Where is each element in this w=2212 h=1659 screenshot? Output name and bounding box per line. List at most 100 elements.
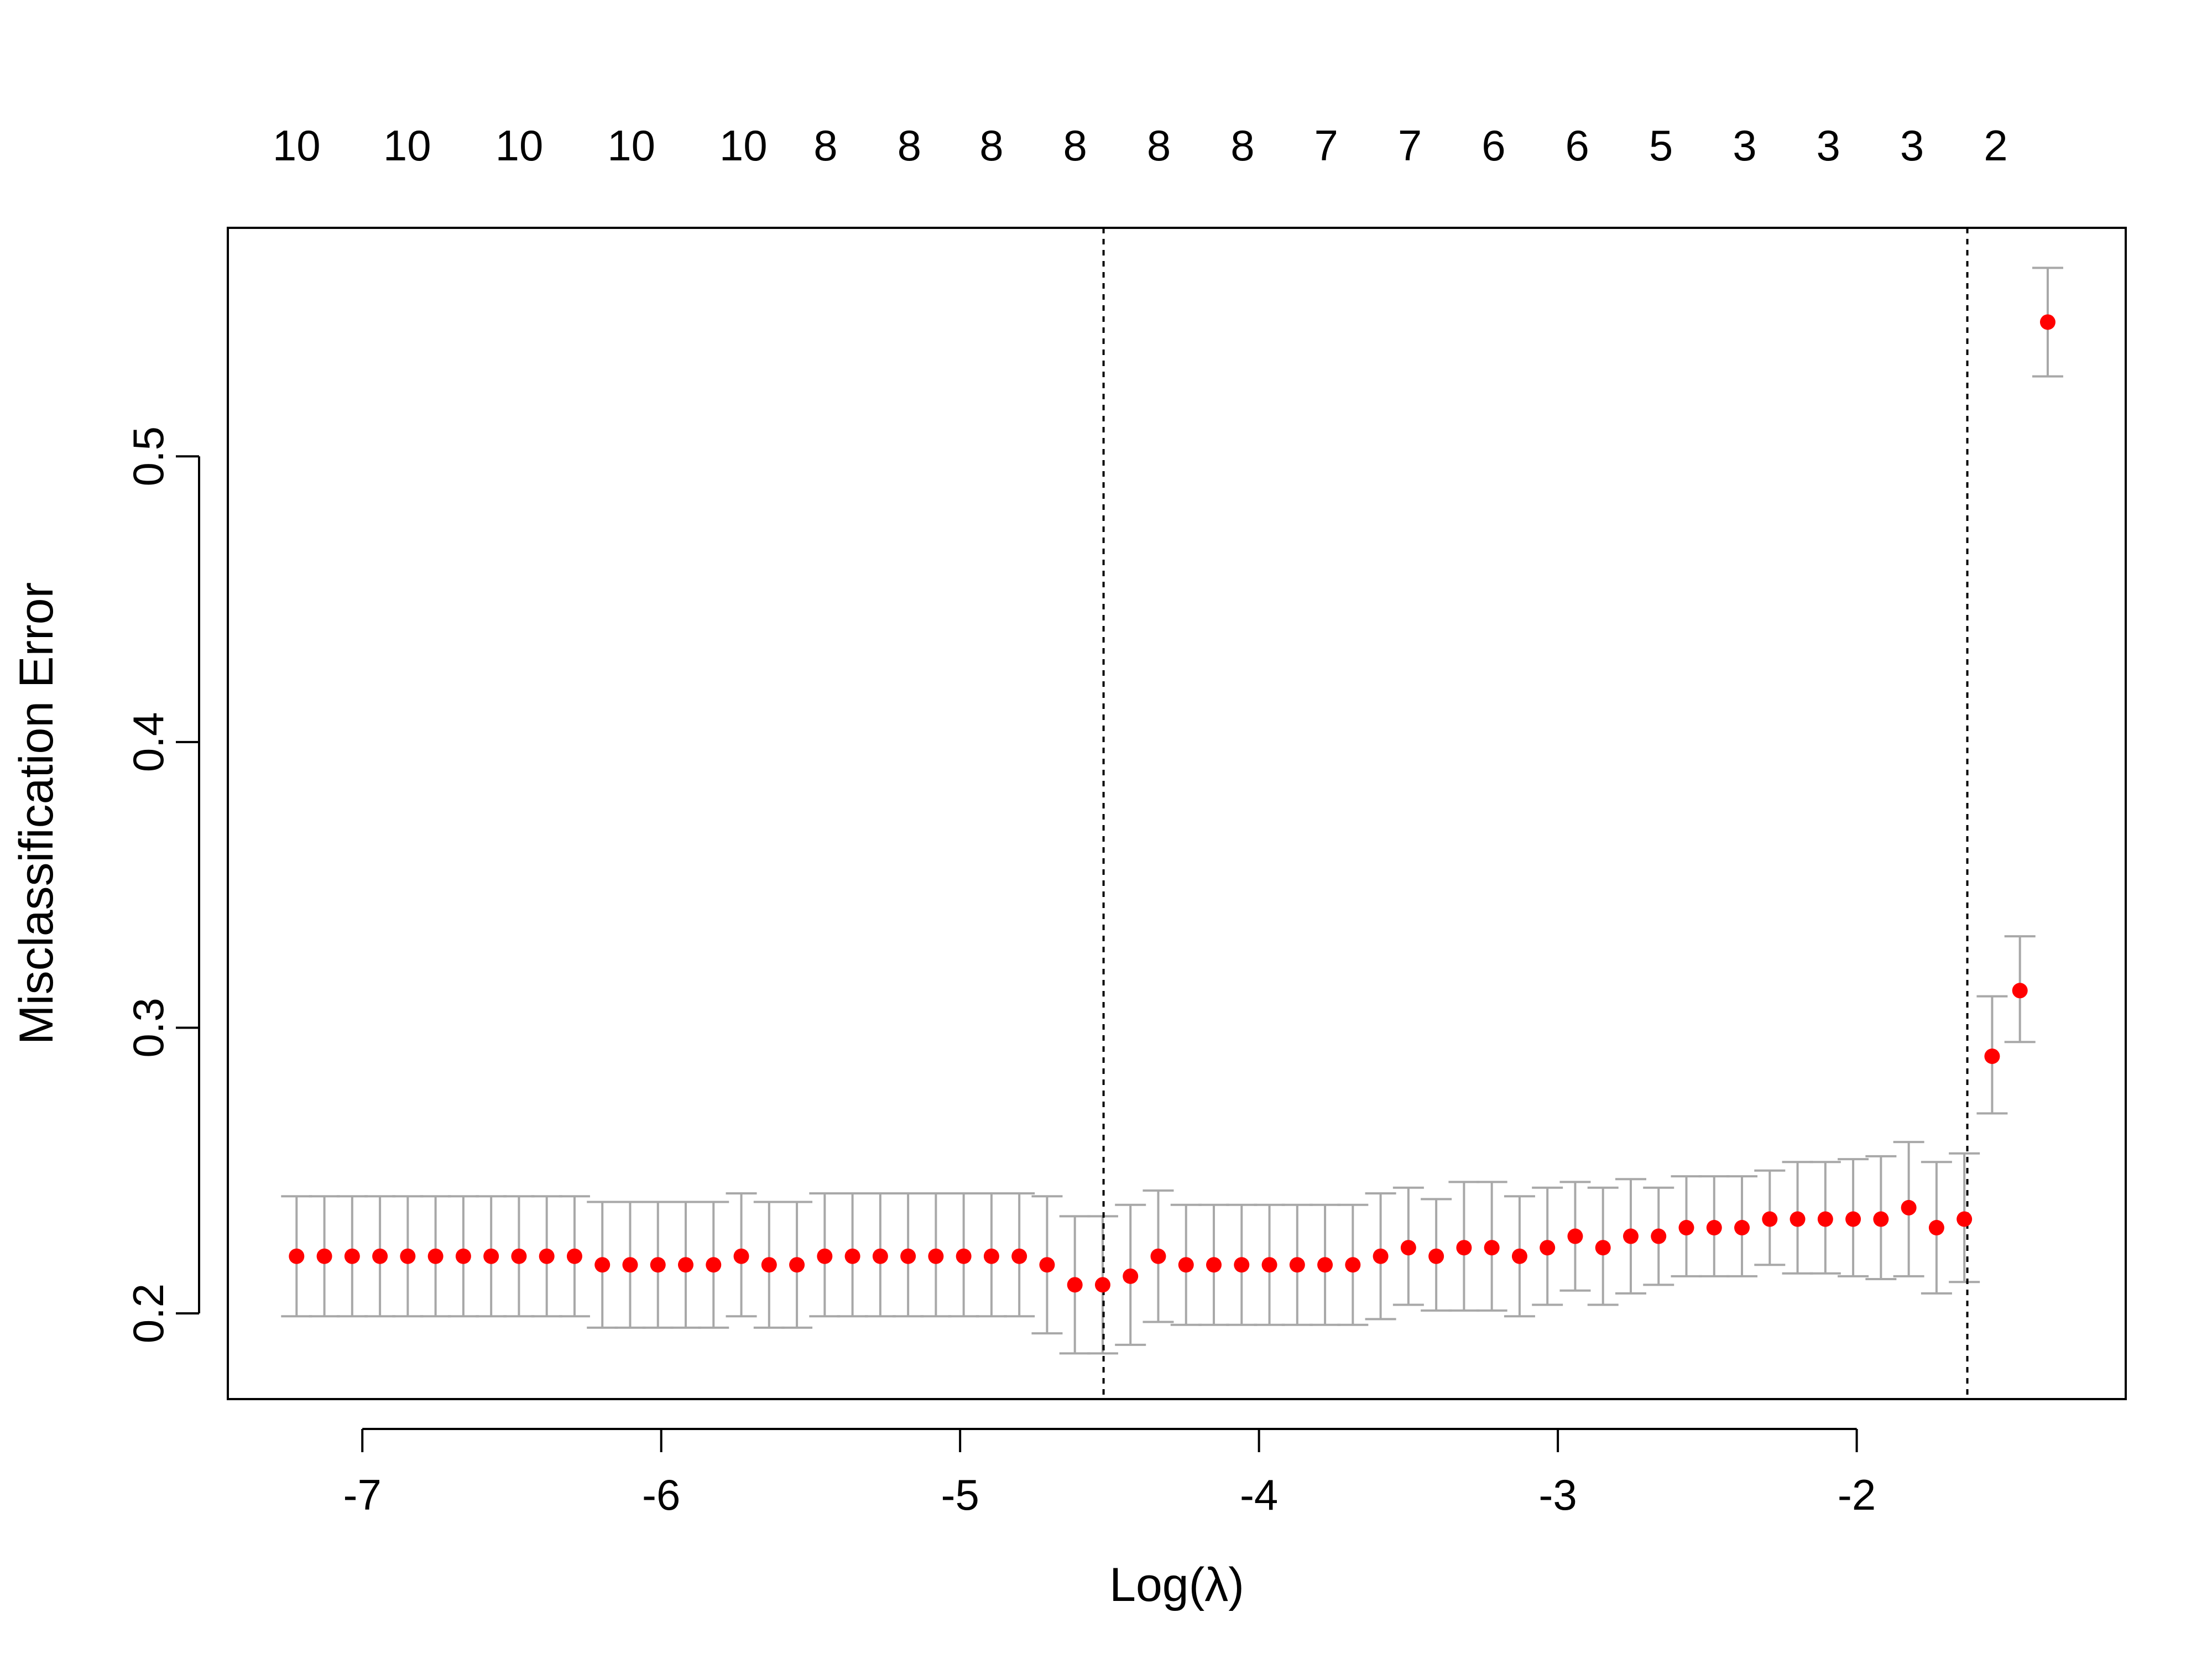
top-count-label: 3 [1817,121,1840,170]
top-count-label: 8 [979,121,1003,170]
data-point [1067,1277,1083,1293]
data-point [1762,1211,1778,1227]
data-point [872,1248,888,1264]
top-count-label: 3 [1900,121,1924,170]
data-point [1039,1257,1055,1273]
data-point [1234,1257,1250,1273]
data-point [706,1257,722,1273]
data-point [900,1248,916,1264]
data-point [1957,1211,1973,1227]
data-point [1790,1211,1806,1227]
data-point [1456,1240,1472,1256]
data-point [928,1248,944,1264]
data-point [1623,1228,1639,1244]
data-point [1400,1240,1416,1256]
data-point [1928,1220,1944,1236]
data-point [733,1248,749,1264]
data-point [455,1248,471,1264]
data-point [1873,1211,1889,1227]
data-point [289,1248,305,1264]
data-point [1901,1199,1917,1215]
data-point [1345,1257,1361,1273]
data-point [2039,314,2056,330]
x-tick-label: -4 [1240,1470,1278,1519]
data-point [983,1248,999,1264]
data-point [316,1248,332,1264]
y-tick-label: 0.2 [124,1284,173,1343]
y-axis-label: Misclassification Error [10,582,63,1045]
x-tick-label: -2 [1838,1470,1876,1519]
data-point [1011,1248,1027,1264]
data-point [427,1248,444,1264]
data-point [1289,1257,1305,1273]
data-point [1706,1220,1722,1236]
data-point [622,1257,638,1273]
top-count-label: 6 [1566,121,1589,170]
data-point [1734,1220,1750,1236]
top-count-label: 7 [1398,121,1422,170]
data-point [1651,1228,1667,1244]
data-point [650,1257,666,1273]
y-tick-label: 0.5 [124,426,173,486]
data-point [789,1257,805,1273]
data-point [1094,1277,1110,1293]
data-point [1595,1240,1611,1256]
top-count-label: 5 [1649,121,1673,170]
top-count-label: 8 [1230,121,1254,170]
data-point [1511,1248,1527,1264]
top-count-label: 10 [383,121,431,170]
data-point [1678,1220,1694,1236]
data-point [344,1248,360,1264]
data-point [483,1248,499,1264]
top-count-label: 7 [1314,121,1338,170]
data-point [678,1257,694,1273]
data-point [372,1248,388,1264]
data-point [1123,1268,1139,1284]
x-tick-label: -7 [343,1470,382,1519]
data-point [539,1248,555,1264]
data-point [400,1248,416,1264]
top-count-label: 10 [495,121,544,170]
data-point [1150,1248,1166,1264]
data-point [956,1248,972,1264]
data-point [1845,1211,1861,1227]
plot-frame [227,227,2127,1400]
data-point [1261,1257,1277,1273]
data-point [1817,1211,1833,1227]
x-tick-label: -6 [642,1470,680,1519]
y-tick-label: 0.4 [124,712,173,772]
top-count-label: 6 [1481,121,1505,170]
data-point [2012,983,2028,999]
data-point [844,1248,860,1264]
data-point [566,1248,582,1264]
top-axis-counts: 10 10 10 10 10 8 8 8 8 8 8 7 7 6 6 5 3 3 3 2 [273,121,2008,170]
x-axis: -7 -6 -5 -4 -3 -2 [343,1428,1876,1519]
data-point [1540,1240,1556,1256]
data-point [511,1248,527,1264]
top-count-label: 2 [1984,121,2007,170]
data-point [1484,1240,1500,1256]
data-point [1567,1228,1583,1244]
data-point [1178,1257,1194,1273]
errorbars [281,267,2063,1355]
top-count-label: 10 [273,121,321,170]
data-point [1317,1257,1333,1273]
reference-lines [1102,228,1969,1399]
x-tick-label: -3 [1538,1470,1577,1519]
top-count-label: 10 [719,121,768,170]
data-point [1206,1257,1222,1273]
data-point [761,1257,777,1273]
top-count-label: 8 [1147,121,1171,170]
data-point [1428,1248,1444,1264]
data-point [1984,1048,2000,1065]
data-point [594,1257,611,1273]
x-tick-label: -5 [941,1470,979,1519]
y-tick-label: 0.3 [124,998,173,1057]
x-axis-label: Log(λ) [1109,1558,1244,1611]
top-count-label: 3 [1733,121,1756,170]
y-axis: 0.2 0.3 0.4 0.5 [124,426,200,1343]
top-count-label: 8 [1063,121,1087,170]
top-count-label: 10 [607,121,655,170]
data-point [1373,1248,1389,1264]
